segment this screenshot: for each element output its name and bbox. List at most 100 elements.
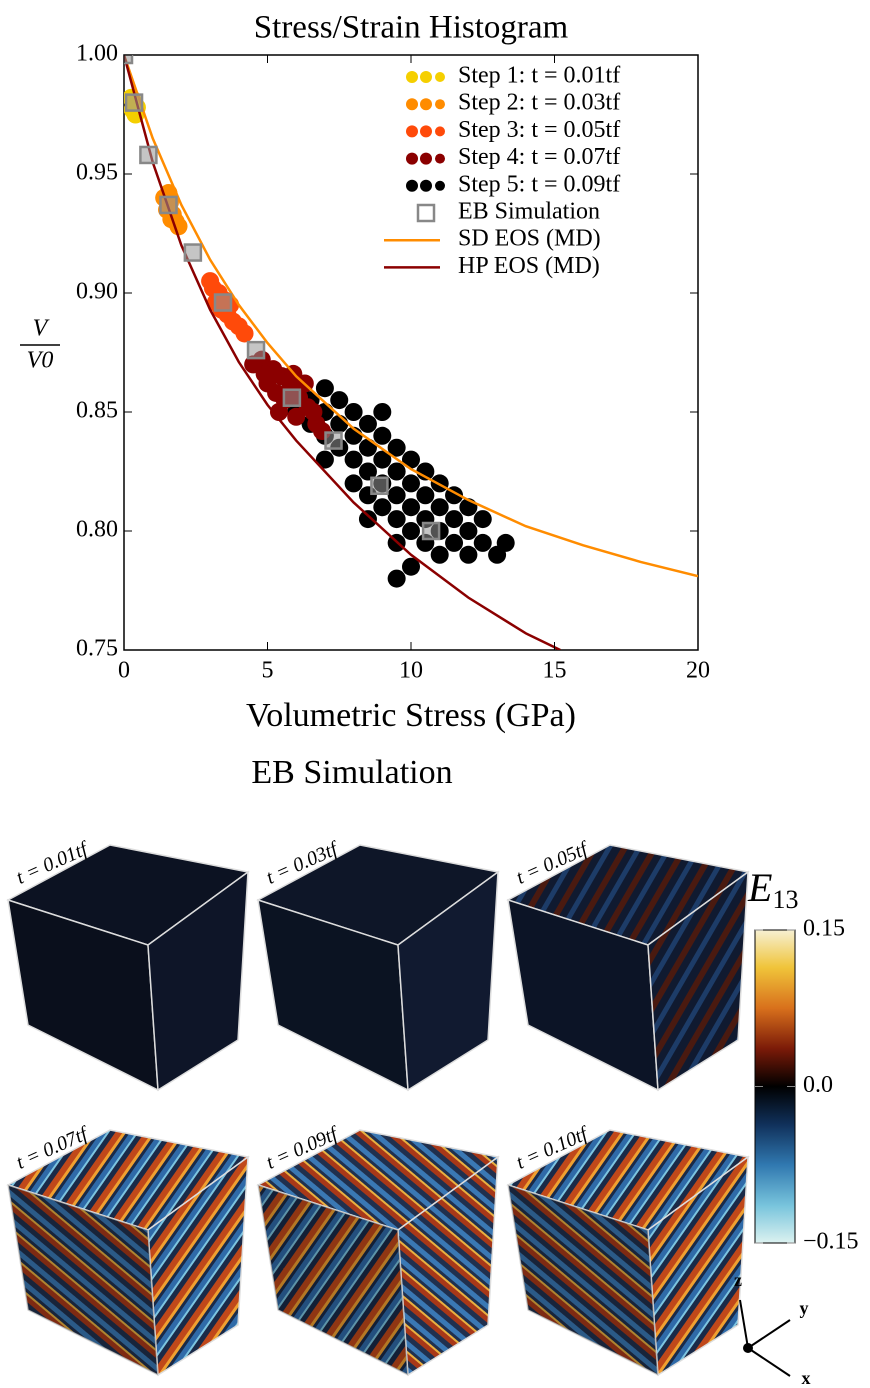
eb-square: [324, 431, 343, 450]
y-axis-label: V: [33, 316, 50, 342]
legend-label: Step 2: t = 0.03tf: [458, 90, 620, 116]
histogram-dot: [373, 403, 392, 421]
x-tick-label: 20: [686, 658, 710, 684]
eb-square: [246, 340, 266, 360]
eb-square: [183, 243, 203, 262]
x-axis-label: Volumetric Stress (GPa): [246, 697, 576, 734]
legend-marker: [435, 153, 445, 164]
triad-label: x: [802, 1368, 811, 1388]
cube-face-right: [397, 1155, 499, 1377]
histogram-dot: [201, 272, 220, 291]
legend-label: Step 5: t = 0.09tf: [458, 171, 620, 197]
histogram-dot: [496, 533, 515, 552]
histogram-dot: [373, 498, 392, 517]
histogram-dot: [430, 545, 449, 564]
histogram-dot: [402, 557, 420, 576]
legend-marker: [420, 179, 432, 192]
histogram-dot: [387, 462, 406, 481]
eb-square: [159, 195, 178, 215]
histogram-dot: [459, 522, 478, 540]
histogram-dot: [315, 450, 334, 469]
histogram-dot: [344, 450, 363, 469]
cube-panel: t = 0.01tf: [6, 837, 250, 1092]
colorbar-tick-label: 0.15: [803, 916, 845, 942]
triad-axis: [739, 1299, 749, 1349]
histogram-dot: [416, 486, 435, 505]
legend-label: Step 4: t = 0.07tf: [458, 144, 620, 170]
legend-label: HP EOS (MD): [458, 253, 600, 279]
legend-label: Step 1: t = 0.01tf: [458, 63, 620, 89]
histogram-dot: [373, 450, 392, 469]
y-tick-label: 0.75: [76, 636, 118, 662]
cube-shade: [258, 1185, 408, 1375]
histogram-dot: [459, 545, 478, 564]
histogram-dot: [473, 533, 492, 552]
y-tick-label: 0.95: [76, 160, 118, 186]
legend-marker: [406, 152, 418, 165]
eb-square: [282, 388, 302, 407]
histogram-dot: [402, 498, 420, 517]
legend-marker: [416, 203, 436, 223]
legend-marker: [435, 180, 445, 191]
cube-face-right: [647, 1155, 749, 1377]
eb-square: [139, 145, 158, 165]
histogram-dot: [287, 407, 306, 426]
histogram-dot: [315, 379, 334, 398]
axis-triad: z y x: [734, 1270, 811, 1388]
chart-title: Stress/Strain Histogram: [254, 10, 569, 46]
eos-line: [124, 55, 698, 578]
y-tick-label: 1.00: [76, 41, 118, 67]
legend-marker: [435, 99, 445, 110]
cube-panel: t = 0.03tf: [256, 837, 500, 1092]
section-title: EB Simulation: [251, 754, 452, 791]
plot: Stress/Strain Histogram Volumetric Stres…: [20, 10, 710, 734]
colorbar-tick-label: −0.15: [803, 1229, 859, 1255]
histogram-dot: [330, 414, 349, 433]
histogram-dot: [358, 414, 377, 433]
cube-panel: t = 0.10tf: [506, 1122, 750, 1377]
y-tick-label: 0.85: [76, 398, 118, 424]
x-tick-label: 10: [399, 658, 423, 684]
legend-marker: [406, 98, 418, 111]
legend-marker: [420, 71, 432, 83]
cube-panel: t = 0.05tf: [506, 837, 750, 1092]
histogram-dot: [358, 510, 377, 529]
legend-label: SD EOS (MD): [458, 226, 601, 252]
histogram-dot: [344, 403, 363, 421]
histogram-dot: [344, 474, 363, 493]
histogram-dot: [387, 510, 406, 529]
histogram-dot: [358, 462, 377, 481]
cube-shade: [508, 1185, 658, 1375]
cube-face-right: [147, 1155, 249, 1377]
legend-label: EB Simulation: [458, 199, 600, 225]
marks: [124, 55, 698, 650]
histogram-dot: [473, 510, 492, 529]
x-tick-label: 15: [543, 658, 567, 684]
histogram-dot: [235, 324, 254, 343]
histogram-dot: [445, 510, 464, 529]
legend-marker: [406, 179, 418, 192]
x-tick-label: 0: [118, 658, 130, 684]
legend-label: Step 3: t = 0.05tf: [458, 117, 620, 143]
histogram-dot: [430, 498, 449, 517]
triad-label: z: [734, 1270, 742, 1290]
colorbar-label: E13: [747, 865, 798, 914]
cube-shade: [8, 1185, 158, 1375]
histogram-dot: [373, 426, 392, 445]
histogram-dot: [244, 355, 263, 374]
eb-square: [213, 293, 233, 312]
y-tick-label: 0.90: [76, 279, 118, 305]
triad-axis: [747, 1347, 791, 1377]
triad-axis: [747, 1319, 791, 1349]
histogram-dot: [402, 522, 420, 540]
histogram-dot: [402, 450, 420, 469]
histogram-dot: [267, 383, 286, 402]
colorbar-tick-label: 0.0: [803, 1072, 833, 1098]
histogram-dot: [416, 462, 435, 481]
legend-marker: [406, 125, 418, 138]
triad-origin: [743, 1343, 753, 1353]
eb-square: [370, 476, 389, 496]
colorbar-label-sub: 13: [772, 885, 798, 914]
